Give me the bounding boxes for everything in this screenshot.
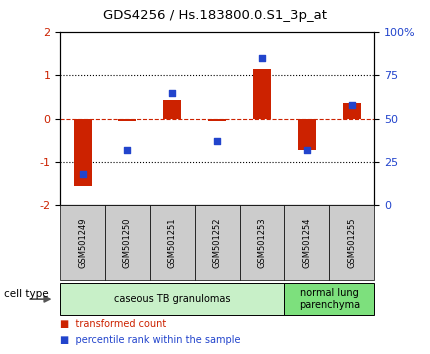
Point [258,55,265,61]
Text: GSM501252: GSM501252 [213,217,221,268]
Bar [74,119,92,186]
Bar [343,103,361,119]
Point [214,138,221,144]
Bar [119,119,136,121]
Bar [60,283,284,315]
Text: GSM501255: GSM501255 [347,217,356,268]
Point [169,90,176,96]
Bar [253,69,271,119]
Bar [163,101,181,119]
Text: GSM501250: GSM501250 [123,217,132,268]
Bar [208,119,226,121]
Text: ■  transformed count: ■ transformed count [60,319,166,329]
Point [348,102,355,108]
Text: GSM501251: GSM501251 [168,217,177,268]
Point [79,171,86,177]
Text: caseous TB granulomas: caseous TB granulomas [114,294,230,304]
Text: GSM501253: GSM501253 [258,217,267,268]
Text: normal lung
parenchyma: normal lung parenchyma [299,288,360,310]
Bar [298,119,316,150]
Text: GSM501254: GSM501254 [302,217,311,268]
Bar [60,205,105,280]
Bar [105,205,150,280]
Bar [150,205,195,280]
Text: ■  percentile rank within the sample: ■ percentile rank within the sample [60,335,241,345]
Text: GDS4256 / Hs.183800.0.S1_3p_at: GDS4256 / Hs.183800.0.S1_3p_at [103,9,327,22]
Text: cell type: cell type [4,289,49,299]
Point [124,147,131,153]
Bar [195,205,240,280]
Bar [284,283,374,315]
Point [304,147,310,153]
Bar [240,205,284,280]
Bar [329,205,374,280]
Bar [284,205,329,280]
Text: GSM501249: GSM501249 [78,217,87,268]
